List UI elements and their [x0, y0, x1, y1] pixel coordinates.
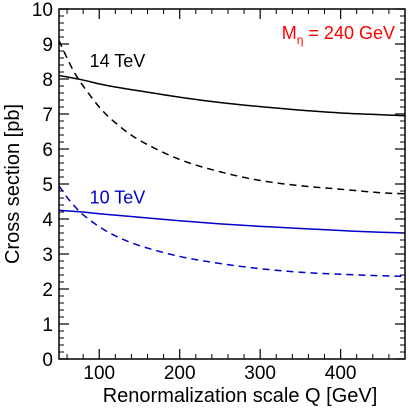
y-tick-label: 10: [32, 0, 53, 21]
series-line-2-solid: [58, 209, 406, 234]
series-line-0-solid: [58, 74, 406, 117]
x-tick-label: 100: [83, 363, 115, 384]
x-tick-label: 400: [325, 363, 357, 384]
curves-layer: [58, 40, 406, 278]
x-tick-label: 300: [244, 363, 276, 384]
series-label-0: 14 TeV: [90, 51, 146, 71]
y-tick-label: 2: [42, 280, 53, 301]
mass-annotation-suffix: = 240 GeV: [303, 23, 395, 43]
y-tick-label: 4: [42, 210, 53, 231]
y-tick-label: 3: [42, 245, 53, 266]
ticks-layer: [59, 8, 405, 360]
y-tick-label: 5: [42, 175, 53, 196]
y-tick-label: 0: [42, 350, 53, 371]
mass-annotation: Mη = 240 GeV: [282, 23, 395, 47]
labels-layer: 0 1 2 3 4 5 6 7 8 9 10 100 200 300 400 14 TeV 10 TeV: [32, 0, 357, 384]
series-line-3-dashed: [58, 185, 406, 278]
x-axis-label: Renormalization scale Q [GeV]: [103, 385, 378, 407]
mass-annotation-subscript: η: [297, 33, 304, 47]
y-axis-label: Cross section [pb]: [2, 104, 24, 264]
y-tick-label: 1: [42, 315, 53, 336]
series-line-1-dashed: [58, 40, 406, 195]
y-tick-label: 8: [42, 70, 53, 91]
y-tick-label: 6: [42, 140, 53, 161]
series-label-1: 10 TeV: [90, 187, 146, 207]
y-tick-label: 7: [42, 105, 53, 126]
mass-annotation-prefix: M: [282, 23, 297, 43]
x-tick-label: 200: [164, 363, 196, 384]
y-tick-label: 9: [42, 35, 53, 56]
